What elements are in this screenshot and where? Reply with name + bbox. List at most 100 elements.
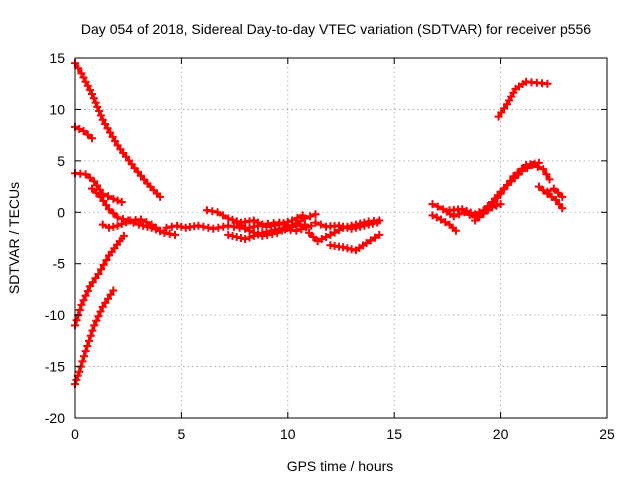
data-point [98, 220, 107, 229]
data-point [311, 210, 320, 219]
data-point [551, 195, 560, 204]
data-point [539, 186, 548, 195]
y-tick-label: -5 [53, 256, 66, 272]
data-point [451, 226, 460, 235]
data-point [218, 211, 227, 220]
data-point [509, 172, 518, 181]
data-point [490, 198, 499, 206]
data-point [316, 220, 325, 229]
y-tick-label: 0 [57, 204, 65, 220]
data-point [91, 274, 100, 283]
data-point [542, 170, 551, 179]
data-point [102, 256, 111, 265]
data-point [79, 127, 88, 135]
data-point [483, 206, 492, 215]
data-point [547, 192, 556, 201]
data-point [539, 165, 548, 174]
data-point [273, 228, 282, 237]
data-point [96, 307, 105, 316]
data-point [80, 352, 88, 361]
data-point [109, 194, 118, 203]
data-point [97, 265, 106, 274]
data-point [237, 221, 245, 230]
data-point [322, 233, 331, 241]
data-point [441, 218, 450, 227]
series-arc-7 [71, 286, 118, 389]
data-point [278, 226, 287, 235]
data-point [228, 215, 237, 224]
data-point [466, 208, 475, 217]
data-point [241, 235, 250, 243]
data-point [96, 111, 105, 120]
series-trace [473, 161, 541, 222]
series-arc-13 [311, 218, 382, 233]
data-point [79, 296, 88, 305]
data-point [462, 206, 471, 215]
data-point [104, 294, 112, 303]
y-tick-label: 10 [49, 101, 65, 117]
data-point [202, 206, 211, 215]
data-point [496, 200, 505, 209]
data-point [249, 216, 258, 225]
data-point [108, 132, 117, 141]
data-point [113, 221, 122, 230]
y-tick-label: 15 [49, 50, 65, 66]
series-arc-16 [428, 211, 460, 235]
data-point [94, 270, 103, 278]
data-point [98, 302, 107, 311]
series-arc-19 [494, 77, 552, 121]
data-point [232, 218, 241, 227]
data-point [85, 336, 93, 345]
data-point [83, 81, 92, 90]
data-point [81, 291, 90, 300]
data-point [458, 205, 467, 214]
data-point [92, 188, 101, 197]
data-point [545, 175, 554, 184]
data-point [89, 94, 98, 103]
data-point [307, 221, 316, 230]
data-point [92, 316, 101, 325]
data-point [366, 236, 375, 245]
y-tick-label: -10 [45, 307, 65, 323]
data-point [494, 112, 503, 121]
data-point [309, 233, 318, 241]
data-point [503, 181, 511, 189]
data-point [288, 221, 297, 230]
data-series [71, 59, 567, 389]
series-arc-3 [71, 169, 126, 206]
data-point [93, 181, 101, 190]
series-arc-10 [224, 221, 316, 243]
data-point [77, 300, 86, 309]
series-arc-11 [232, 210, 320, 240]
data-point [292, 226, 301, 235]
data-point [79, 73, 88, 82]
plot-frame [74, 57, 608, 419]
data-point [543, 187, 552, 196]
data-point [105, 205, 113, 214]
data-point [305, 228, 314, 237]
data-point [371, 233, 379, 242]
data-point [85, 282, 94, 291]
data-point [373, 218, 382, 227]
data-point [75, 367, 84, 376]
data-point [171, 230, 179, 239]
series-trace [448, 163, 551, 216]
data-point [98, 115, 107, 124]
data-point [88, 184, 96, 193]
data-point [137, 215, 145, 224]
axis-ticks: 0 5 10 15 20 25 -20 -15 -10 -5 0 5 10 15 [45, 50, 615, 442]
data-point [83, 342, 92, 350]
data-point [558, 192, 567, 201]
data-point [317, 235, 326, 243]
data-point [475, 213, 484, 222]
chart-title: Day 054 of 2018, Sidereal Day-to-day VTE… [81, 21, 591, 37]
data-point [147, 220, 156, 229]
data-point [254, 230, 262, 239]
series-arc-5 [98, 215, 165, 235]
series-arc-17 [445, 161, 554, 219]
data-point [113, 196, 122, 205]
data-point [95, 107, 104, 116]
data-point [554, 188, 563, 197]
data-point [311, 218, 320, 227]
